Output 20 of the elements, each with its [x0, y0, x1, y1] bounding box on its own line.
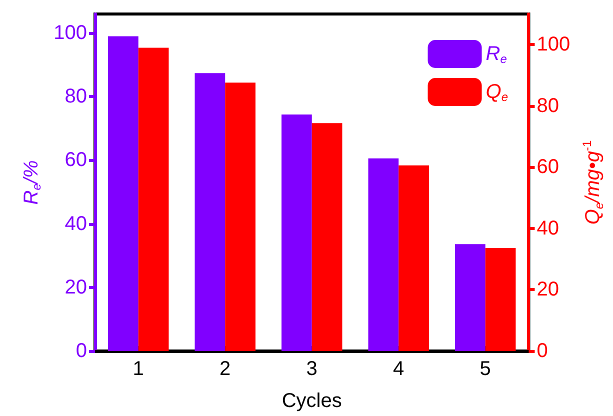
y2-tick-label: 40	[536, 217, 559, 240]
y-tick-label: 40	[64, 212, 87, 235]
y2-tick-label: 60	[536, 156, 559, 178]
y2-tick-label: 0	[536, 340, 548, 362]
x-tick-label: 4	[393, 358, 404, 380]
x-tick-label: 3	[306, 358, 318, 380]
y2-tick-label: 20	[536, 278, 559, 301]
x-tick-label: 5	[480, 358, 491, 380]
y-tick-label: 100	[54, 22, 87, 44]
x-tick-label: 2	[220, 358, 231, 380]
y2-axis-title: Qe/mg•g-1	[580, 140, 606, 225]
x-axis-title: Cycles	[282, 390, 342, 412]
y-axis-title: Re/%	[20, 160, 44, 205]
y-tick-label: 20	[64, 276, 87, 298]
y-tick-label: 0	[76, 340, 87, 362]
x-tick-label: 1	[132, 358, 144, 380]
y2-tick-label: 100	[536, 34, 570, 56]
y-tick-label: 80	[64, 86, 87, 108]
y-tick-label: 60	[64, 149, 87, 172]
y2-tick-label: 80	[536, 94, 559, 117]
